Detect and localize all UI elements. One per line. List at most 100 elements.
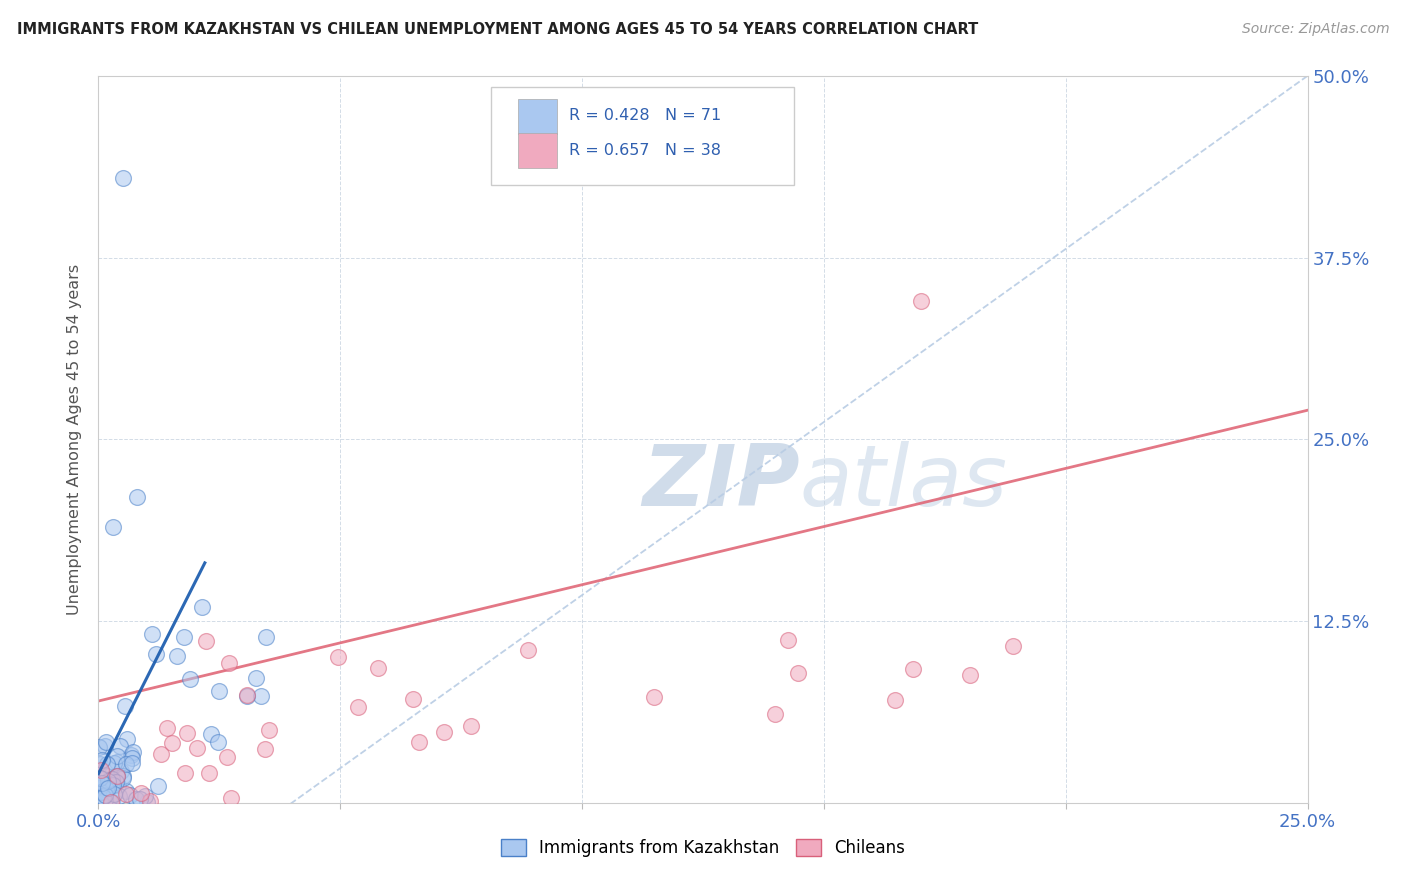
Point — [108, 739, 131, 754]
Point — [121, 756, 143, 771]
Point — [91, 780, 114, 795]
Text: R = 0.657   N = 38: R = 0.657 N = 38 — [569, 144, 721, 158]
Point — [176, 725, 198, 739]
Point — [219, 791, 242, 805]
Point — [114, 699, 136, 714]
Point — [107, 778, 129, 792]
Point — [115, 732, 138, 747]
Point — [200, 727, 222, 741]
Point — [89, 739, 111, 754]
Point — [101, 778, 124, 792]
Bar — [517, 133, 557, 169]
Point — [139, 793, 162, 807]
Point — [89, 757, 111, 772]
Point — [197, 765, 219, 780]
Point — [98, 772, 121, 787]
Point — [87, 771, 110, 785]
FancyBboxPatch shape — [492, 87, 793, 185]
Point — [103, 756, 125, 770]
Point — [156, 721, 179, 735]
Point — [135, 795, 157, 809]
Point — [160, 736, 183, 750]
Point — [100, 796, 122, 810]
Point — [91, 789, 114, 804]
Point — [121, 745, 143, 759]
Point — [90, 776, 112, 790]
Point — [208, 684, 231, 698]
Point — [90, 784, 112, 798]
Point — [90, 764, 112, 778]
Point — [94, 781, 117, 796]
Point — [776, 633, 799, 648]
Point — [174, 765, 197, 780]
Point — [207, 735, 229, 749]
Point — [460, 719, 482, 733]
Point — [105, 755, 128, 769]
Point — [253, 742, 276, 756]
Point — [101, 775, 124, 789]
Point — [186, 741, 208, 756]
Point — [110, 764, 132, 778]
Point — [97, 774, 120, 789]
Point — [402, 691, 425, 706]
Point — [96, 756, 118, 771]
Point — [367, 661, 389, 675]
Point — [134, 789, 156, 803]
Point — [129, 791, 152, 805]
Point — [94, 793, 117, 807]
Point — [111, 771, 134, 785]
Text: ZIP: ZIP — [643, 442, 800, 524]
Point — [910, 294, 932, 309]
Point — [103, 787, 125, 801]
Point — [408, 735, 430, 749]
Point — [105, 769, 128, 783]
Point — [141, 627, 163, 641]
Point — [235, 689, 257, 703]
Point — [87, 785, 110, 799]
Point — [347, 699, 370, 714]
Point — [93, 784, 115, 798]
Bar — [517, 99, 557, 134]
Point — [89, 771, 111, 785]
Legend: Immigrants from Kazakhstan, Chileans: Immigrants from Kazakhstan, Chileans — [494, 832, 912, 863]
Point — [883, 692, 905, 706]
Text: Source: ZipAtlas.com: Source: ZipAtlas.com — [1241, 22, 1389, 37]
Point — [90, 753, 112, 767]
Point — [94, 739, 117, 753]
Point — [94, 788, 117, 802]
Point — [516, 643, 538, 657]
Point — [129, 786, 152, 800]
Point — [191, 599, 214, 614]
Point — [179, 672, 201, 686]
Point — [149, 747, 172, 761]
Point — [89, 792, 111, 806]
Point — [97, 781, 120, 796]
Point — [146, 779, 169, 793]
Point — [121, 751, 143, 765]
Point — [1002, 639, 1025, 653]
Point — [107, 748, 129, 763]
Point — [217, 750, 239, 764]
Point — [194, 634, 217, 648]
Point — [105, 769, 128, 783]
Point — [250, 689, 273, 703]
Point — [111, 170, 134, 185]
Point — [236, 688, 259, 702]
Point — [114, 757, 136, 772]
Point — [127, 491, 149, 505]
Point — [94, 734, 117, 748]
Text: atlas: atlas — [800, 442, 1008, 524]
Y-axis label: Unemployment Among Ages 45 to 54 years: Unemployment Among Ages 45 to 54 years — [67, 264, 83, 615]
Point — [257, 723, 280, 738]
Point — [245, 671, 267, 685]
Point — [115, 787, 138, 801]
Point — [901, 662, 924, 676]
Point — [326, 650, 349, 665]
Point — [107, 789, 129, 804]
Point — [166, 648, 188, 663]
Point — [105, 775, 128, 789]
Point — [101, 772, 124, 787]
Point — [100, 795, 122, 809]
Point — [218, 656, 240, 670]
Text: R = 0.428   N = 71: R = 0.428 N = 71 — [569, 108, 721, 123]
